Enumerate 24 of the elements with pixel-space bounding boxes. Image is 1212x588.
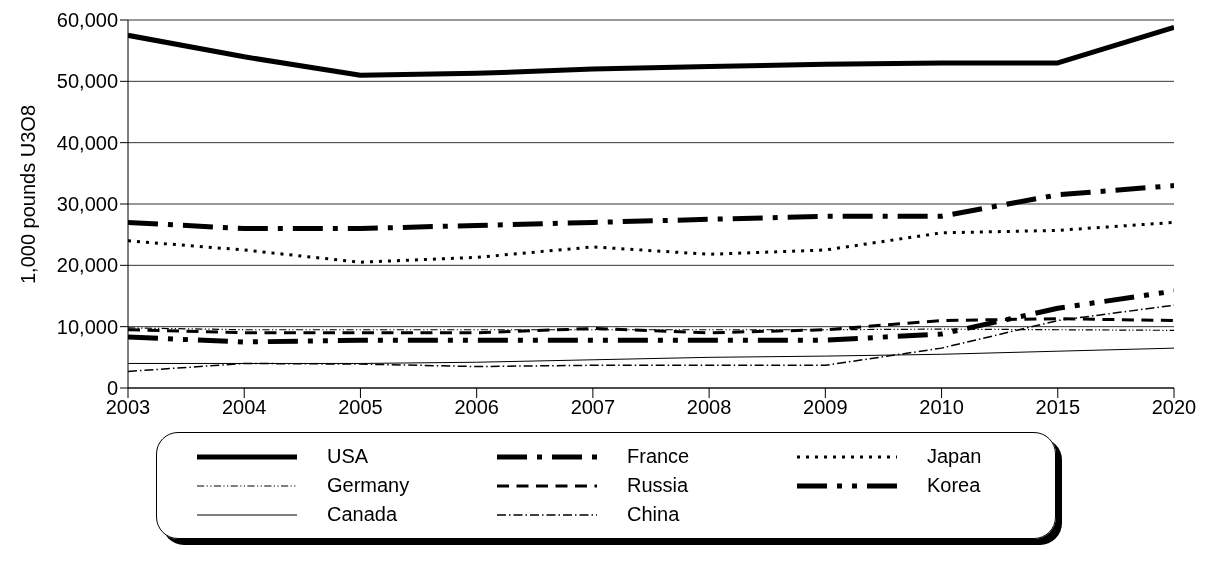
y-tick-label: 10,000 (56, 315, 118, 338)
y-tick-label: 60,000 (56, 9, 118, 32)
legend-label: Korea (927, 474, 981, 497)
x-tick-label: 2006 (454, 396, 499, 419)
x-tick-label: 2010 (919, 396, 964, 419)
y-tick-label: 30,000 (56, 193, 118, 216)
legend-label: USA (327, 445, 369, 468)
y-tick-label: 50,000 (56, 70, 118, 93)
x-tick-label: 2015 (1035, 396, 1081, 419)
x-tick-label: 2004 (221, 396, 267, 419)
y-tick-label: 20,000 (56, 254, 118, 277)
x-tick-label: 2009 (803, 396, 848, 419)
y-axis-title: 1,000 pounds U3O8 (17, 104, 40, 284)
legend-label: Germany (327, 474, 410, 497)
legend-label: Russia (627, 474, 689, 497)
y-tick-label: 40,000 (56, 131, 118, 154)
x-tick-label: 2007 (570, 396, 616, 419)
x-tick-label: 2020 (1151, 396, 1197, 419)
legend-label: Japan (927, 445, 982, 468)
legend-label: France (627, 445, 690, 468)
legend-label: Canada (327, 503, 398, 526)
legend-label: China (627, 503, 680, 526)
x-tick-label: 2005 (338, 396, 383, 419)
x-tick-label: 2008 (686, 396, 732, 419)
